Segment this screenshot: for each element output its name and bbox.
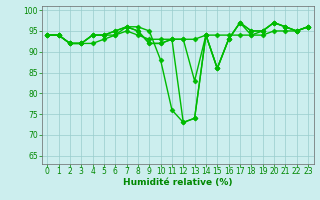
X-axis label: Humidité relative (%): Humidité relative (%) bbox=[123, 178, 232, 187]
